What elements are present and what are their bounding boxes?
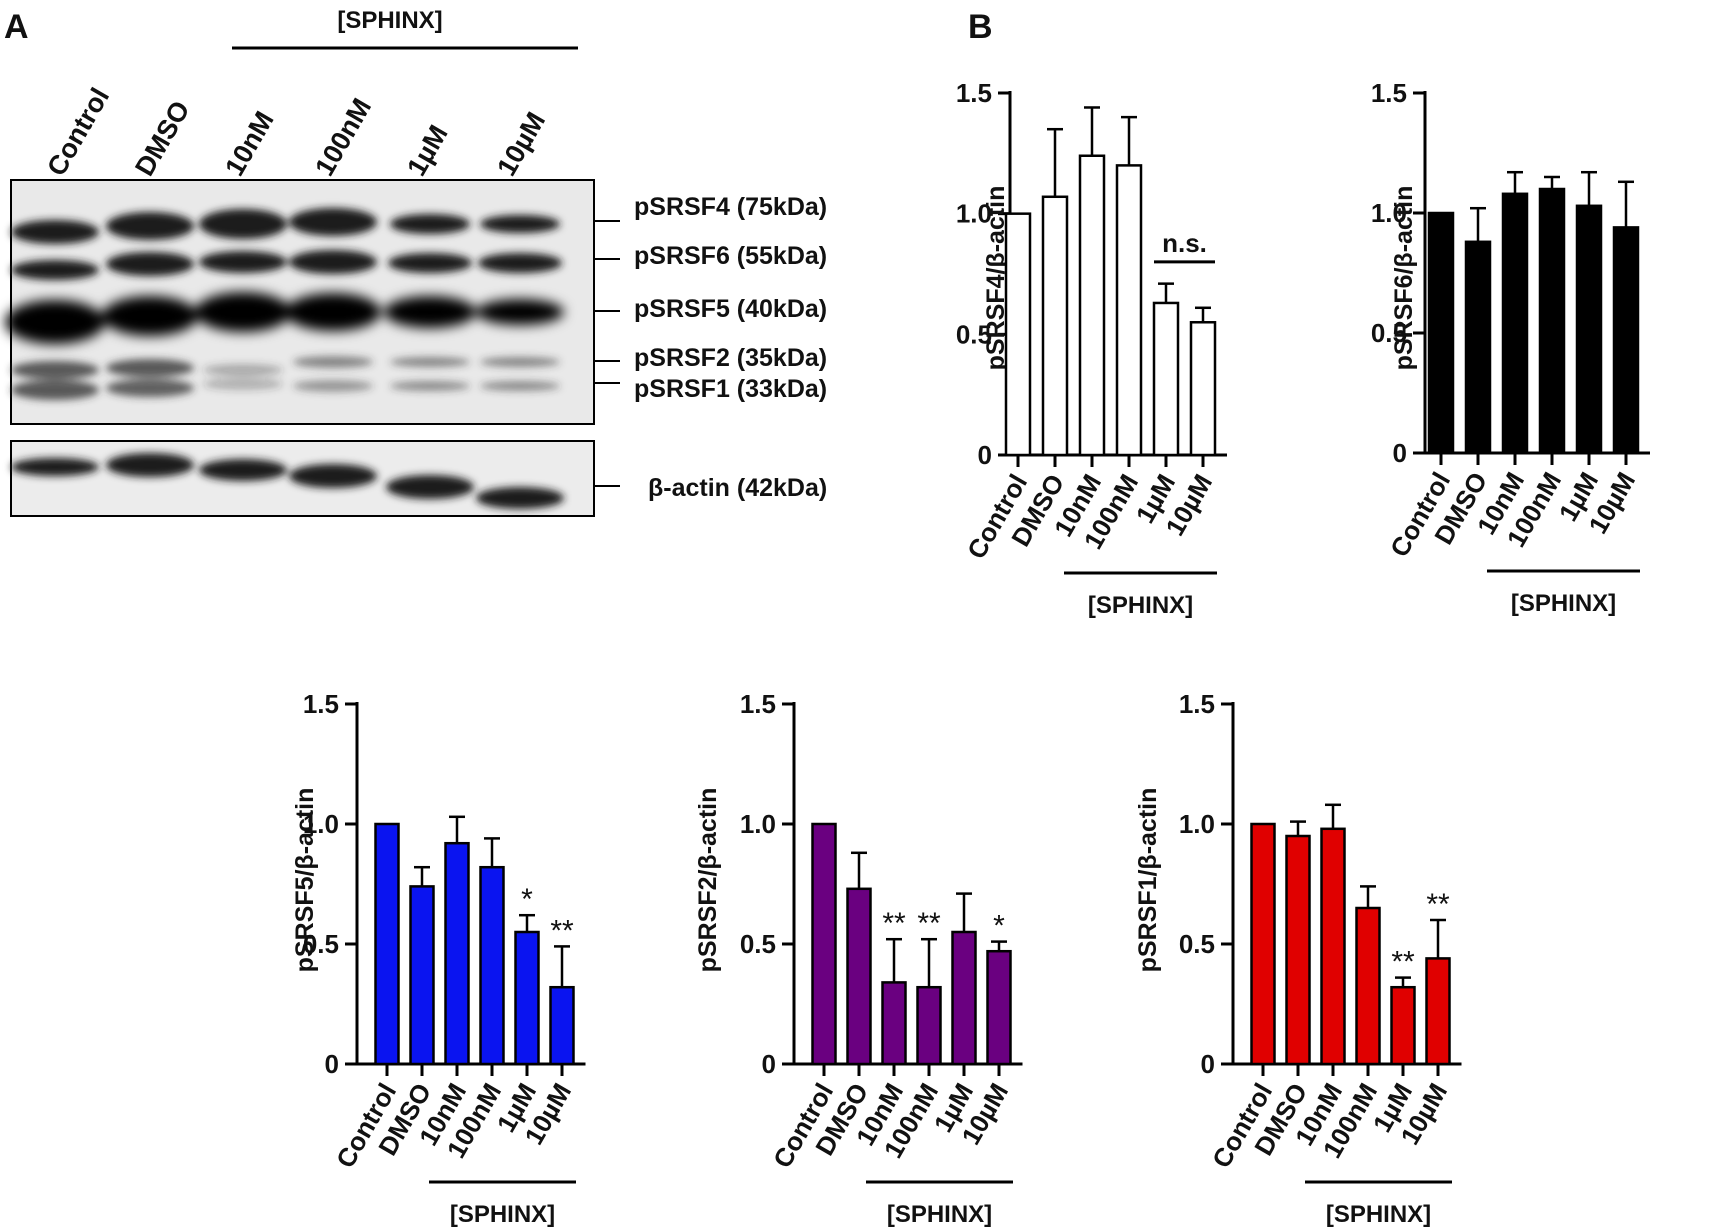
y-tick-label: 0.5 — [1179, 929, 1215, 959]
bar — [1078, 154, 1106, 457]
y-tick-label: 1.0 — [303, 809, 339, 839]
blot-bands — [5, 208, 564, 400]
bar — [916, 985, 942, 1066]
lane-label-dmso: DMSO — [129, 96, 195, 181]
y-axis-label: pSRSF6/β-actin — [1390, 186, 1418, 371]
y-tick-label: 0.5 — [956, 319, 992, 349]
bar — [409, 885, 435, 1066]
y-tick-label: 0 — [1393, 438, 1407, 468]
bar — [514, 930, 540, 1066]
bar — [986, 949, 1012, 1066]
band-label-psrsf6: pSRSF6 (55kDa) — [634, 242, 827, 270]
group-label: [SPHINX] — [1326, 1201, 1431, 1228]
bar — [1390, 985, 1416, 1066]
y-tick-label: 1.5 — [1179, 689, 1215, 719]
bar — [1425, 957, 1451, 1066]
y-tick-label: 0.5 — [303, 929, 339, 959]
significance-label: ** — [1426, 888, 1450, 921]
lane-label-control: Control — [41, 83, 115, 181]
group-label: [SPHINX] — [450, 1201, 555, 1228]
bar — [1355, 906, 1381, 1066]
significance-label: * — [993, 910, 1005, 943]
group-label: [SPHINX] — [1088, 592, 1193, 619]
y-axis-label: pSRSF5/β-actin — [291, 788, 319, 973]
significance-label: ** — [882, 907, 906, 940]
bar — [1575, 204, 1603, 455]
blot-group-label: [SPHINX] — [337, 7, 442, 34]
bar — [479, 865, 505, 1066]
y-tick-label: 1.0 — [1371, 198, 1407, 228]
ns-label: n.s. — [1162, 228, 1207, 258]
y-tick-label: 1.5 — [1371, 78, 1407, 108]
bar — [811, 822, 837, 1066]
panel-label-a: A — [4, 8, 29, 46]
significance-label: * — [521, 883, 533, 916]
bar — [1464, 240, 1492, 455]
bar — [881, 981, 907, 1066]
chart-1: 00.51.01.5pSRSF6/β-actinControlDMSO10nM1… — [1371, 78, 1650, 617]
y-tick-label: 0 — [762, 1049, 776, 1079]
y-tick-label: 1.5 — [956, 78, 992, 108]
y-tick-label: 1.0 — [740, 809, 776, 839]
bar — [1320, 827, 1346, 1066]
y-tick-label: 1.5 — [740, 689, 776, 719]
chart-2: 00.51.01.5pSRSF5/β-actinControlDMSO10nM1… — [291, 689, 586, 1228]
bar — [1250, 822, 1276, 1066]
chart-4: 00.51.01.5pSRSF1/β-actinControlDMSO10nM1… — [1134, 689, 1462, 1228]
lane-label-10um: 10µM — [491, 107, 551, 181]
bar — [1041, 195, 1069, 457]
bar — [374, 822, 400, 1066]
band-label-actin: β-actin (42kDa) — [648, 474, 827, 502]
chart-3: 00.51.01.5pSRSF2/β-actinControlDMSO**10n… — [694, 689, 1023, 1228]
y-tick-label: 0.5 — [740, 929, 776, 959]
y-tick-label: 1.5 — [303, 689, 339, 719]
chart-0: 00.51.01.5pSRSF4/β-actinControlDMSO10nM1… — [956, 78, 1227, 619]
y-tick-label: 1.0 — [956, 199, 992, 229]
y-axis-label: pSRSF2/β-actin — [694, 788, 722, 973]
bar — [1612, 226, 1640, 455]
y-tick-label: 0 — [1201, 1049, 1215, 1079]
band-label-psrsf1: pSRSF1 (33kDa) — [634, 375, 827, 403]
bar — [1427, 211, 1455, 455]
western-blot: [SPHINX] Control DMSO 10nM 100nM 1µM 10µ… — [5, 7, 827, 517]
y-axis-label: pSRSF1/β-actin — [1134, 788, 1162, 973]
bar — [1501, 192, 1529, 455]
band-label-psrsf4: pSRSF4 (75kDa) — [634, 193, 827, 221]
y-tick-label: 0 — [978, 440, 992, 470]
significance-label: ** — [550, 914, 574, 947]
significance-label: ** — [917, 907, 941, 940]
significance-label: ** — [1391, 946, 1415, 979]
bar-charts: 00.51.01.5pSRSF4/β-actinControlDMSO10nM1… — [291, 78, 1650, 1228]
bar — [549, 985, 575, 1066]
bar — [444, 841, 470, 1066]
bar — [1538, 187, 1566, 455]
actin-bands — [11, 453, 564, 509]
bar — [951, 930, 977, 1066]
bar — [1152, 301, 1180, 457]
band-label-psrsf5: pSRSF5 (40kDa) — [634, 295, 827, 323]
bar — [1189, 321, 1217, 457]
y-tick-label: 0 — [325, 1049, 339, 1079]
group-label: [SPHINX] — [887, 1201, 992, 1228]
group-label: [SPHINX] — [1511, 590, 1616, 617]
lane-label-10nm: 10nM — [219, 106, 279, 181]
bar — [1004, 212, 1032, 457]
y-tick-label: 1.0 — [1179, 809, 1215, 839]
bar — [1115, 164, 1143, 457]
band-label-psrsf2: pSRSF2 (35kDa) — [634, 344, 827, 372]
lane-label-1um: 1µM — [401, 120, 454, 181]
y-tick-label: 0.5 — [1371, 318, 1407, 348]
bar — [1285, 834, 1311, 1066]
bar — [846, 887, 872, 1066]
lane-label-100nm: 100nM — [309, 93, 377, 181]
panel-label-b: B — [968, 8, 993, 46]
